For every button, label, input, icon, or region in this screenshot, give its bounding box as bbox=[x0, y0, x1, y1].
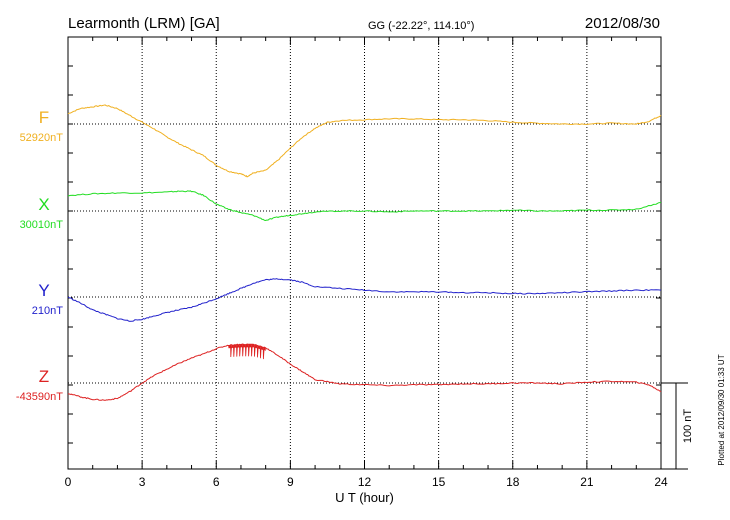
series-labels: F 52920nT X 30010nT Y 210nT Z -43590nT bbox=[16, 108, 63, 403]
x-tick-label-2: 6 bbox=[213, 475, 220, 489]
series-spikes-z bbox=[228, 344, 266, 360]
x-tick-label-7: 21 bbox=[580, 475, 594, 489]
x-tick-label-3: 9 bbox=[287, 475, 294, 489]
station-title: Learmonth (LRM) [GA] bbox=[68, 15, 220, 32]
axis-ticks: 0 3 6 9 12 15 18 21 24 bbox=[65, 37, 668, 489]
series-name-y: Y bbox=[38, 281, 49, 300]
scale-bar: 100 nT bbox=[661, 382, 694, 470]
x-tick-label-6: 18 bbox=[506, 475, 520, 489]
x-tick-label-8: 24 bbox=[654, 475, 668, 489]
series-baseline-f: 52920nT bbox=[20, 132, 64, 144]
series-name-f: F bbox=[39, 108, 49, 127]
series-name-z: Z bbox=[39, 367, 49, 386]
series-line-y bbox=[67, 278, 662, 322]
series-line-x bbox=[67, 190, 662, 222]
series-baseline-y: 210nT bbox=[32, 305, 63, 317]
series-name-x: X bbox=[38, 195, 49, 214]
plotted-at-note: Plotted at 2012/09/30 01:33 UT bbox=[717, 354, 726, 465]
series-line-f bbox=[67, 104, 662, 178]
x-tick-label-4: 12 bbox=[358, 475, 372, 489]
grid bbox=[68, 37, 661, 469]
x-tick-label-5: 15 bbox=[432, 475, 446, 489]
series-group bbox=[67, 104, 662, 401]
x-tick-label-0: 0 bbox=[65, 475, 72, 489]
series-baseline-z: -43590nT bbox=[16, 391, 63, 403]
series-baseline-x: 30010nT bbox=[20, 219, 64, 231]
x-tick-label-1: 3 bbox=[139, 475, 146, 489]
series-line-z bbox=[67, 343, 662, 401]
coordinates-label: GG (-22.22°, 114.10°) bbox=[368, 20, 474, 32]
date-label: 2012/08/30 bbox=[585, 15, 660, 32]
scale-bar-label: 100 nT bbox=[682, 409, 694, 444]
x-axis-label: U T (hour) bbox=[335, 490, 394, 505]
